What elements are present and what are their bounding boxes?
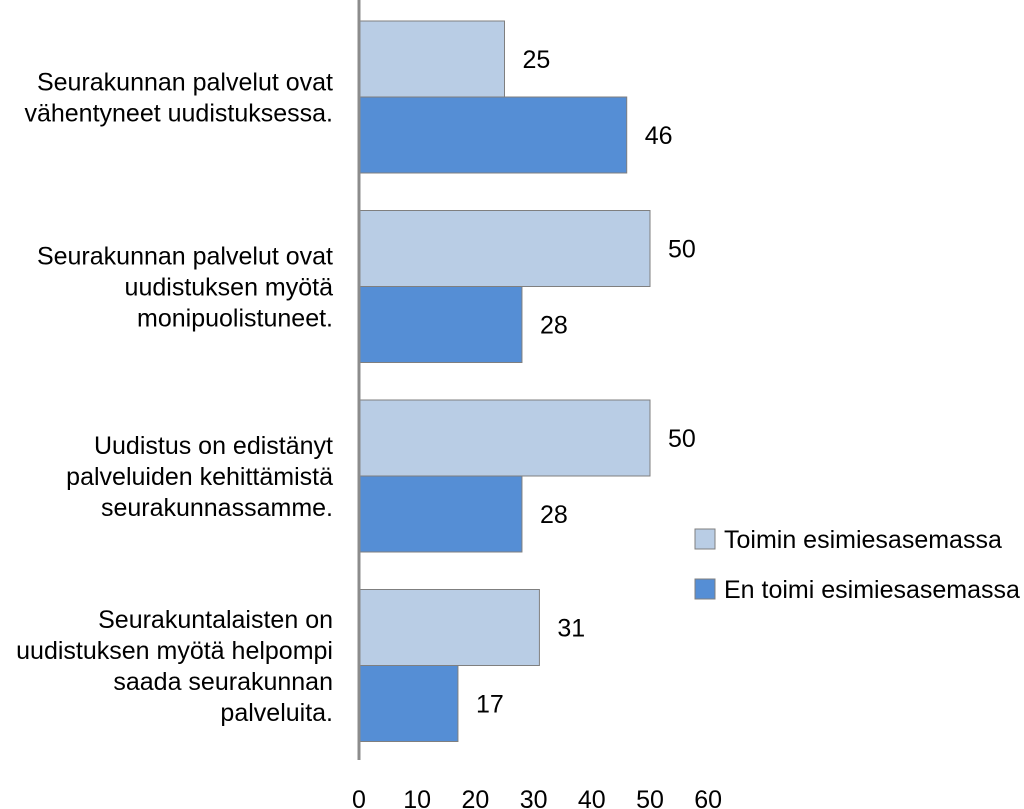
value-label-2-4: 17 (476, 691, 504, 719)
category-label-2: Seurakunnan palvelut ovat uudistuksen myö… (37, 243, 333, 333)
legend-swatch-2 (694, 578, 716, 600)
legend: Toimin esimiesasemassa En toimi esimiesas… (694, 526, 1020, 604)
bar-1-1 (358, 20, 505, 98)
x-tick-label-0: 0 (352, 786, 366, 809)
value-label-1-1: 25 (523, 46, 551, 74)
bar-1-4 (358, 589, 540, 666)
value-label-1-2: 50 (668, 236, 696, 264)
x-tick-label-10: 10 (403, 786, 431, 809)
legend-label-2: En toimi esimiesasemassa (724, 576, 1020, 604)
bar-2-3 (358, 475, 523, 553)
value-label-2-1: 46 (645, 122, 673, 150)
value-label-1-3: 50 (668, 425, 696, 453)
category-label-3: Uudistus on edistänyt palveluiden kehittä… (66, 432, 333, 522)
bar-2-2 (358, 286, 523, 363)
bar-1-2 (358, 210, 651, 287)
x-tick-label-50: 50 (636, 786, 664, 809)
x-tick-label-40: 40 (578, 786, 606, 809)
x-tick-label-60: 60 (694, 786, 722, 809)
value-label-1-4: 31 (557, 615, 585, 643)
legend-label-1: Toimin esimiesasemassa (724, 526, 1002, 554)
bar-1-3 (358, 399, 651, 477)
bars-layer (358, 20, 651, 742)
x-axis-tick-labels: 0 10 20 30 40 50 60 (352, 786, 722, 809)
category-label-1: Seurakunnan palvelut ovat vähentyneet uud… (24, 69, 333, 128)
value-labels: 25 46 50 28 50 28 31 17 (476, 46, 696, 719)
x-tick-label-30: 30 (520, 786, 548, 809)
value-label-2-2: 28 (540, 312, 568, 340)
bar-2-1 (358, 96, 628, 174)
value-label-2-3: 28 (540, 501, 568, 529)
bar-2-4 (358, 665, 459, 742)
category-label-4: Seurakuntalaisten on uudistuksen myötä he… (16, 606, 333, 727)
category-labels: Seurakunnan palvelut ovat vähentyneet uud… (16, 69, 333, 728)
legend-swatch-1 (694, 528, 716, 550)
x-tick-label-20: 20 (461, 786, 489, 809)
